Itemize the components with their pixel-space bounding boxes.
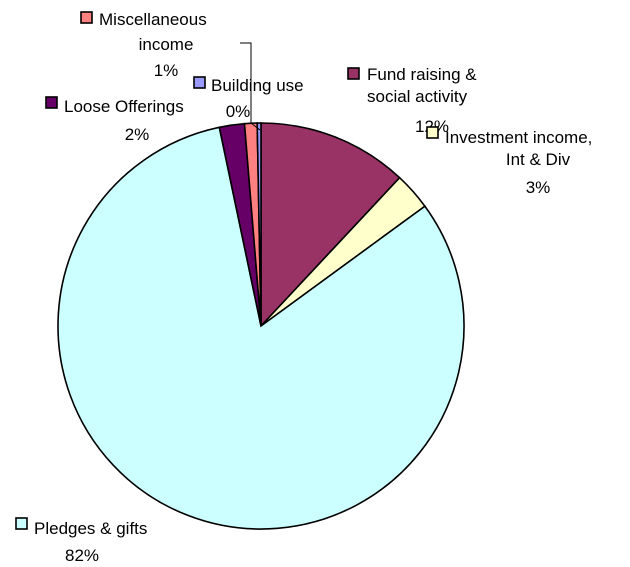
slice-label-loose-offerings: Loose Offerings	[64, 97, 184, 116]
leader-lines	[240, 42, 261, 131]
legend-key-miscellaneous-income	[80, 11, 93, 24]
pie-slice-pledges-gifts	[57, 126, 465, 530]
slice-percent-loose-offerings: 2%	[125, 125, 150, 144]
legend-key-fund-raising	[347, 67, 360, 80]
legend-key-building-use	[193, 76, 206, 89]
pie-slice-fund-raising	[260, 122, 401, 329]
leader-line-building-use	[240, 42, 261, 131]
slice-percent-building-use: 0%	[226, 102, 251, 121]
pie-slices	[57, 122, 465, 530]
slice-label-pledges-gifts: Pledges & gifts	[34, 519, 147, 538]
slice-labels: Fund raising &social activity12%Investme…	[15, 10, 592, 565]
slice-percent-pledges-gifts: 82%	[65, 546, 99, 565]
slice-label-investment-income: Investment income,	[445, 128, 592, 147]
slice-label-miscellaneous-income: income	[139, 35, 194, 54]
slice-label-investment-income: Int & Div	[506, 150, 571, 169]
legend-key-pledges-gifts	[15, 517, 28, 530]
pie-slice-building-use	[256, 122, 262, 327]
legend-key-loose-offerings	[45, 96, 58, 109]
slice-label-fund-raising: social activity	[367, 87, 468, 106]
legend-key-investment-income	[426, 126, 439, 139]
slice-label-fund-raising: Fund raising &	[367, 65, 477, 84]
slice-label-miscellaneous-income: Miscellaneous	[99, 10, 207, 29]
slice-label-building-use: Building use	[211, 76, 304, 95]
slice-percent-miscellaneous-income: 1%	[154, 61, 179, 80]
slice-percent-investment-income: 3%	[526, 178, 551, 197]
